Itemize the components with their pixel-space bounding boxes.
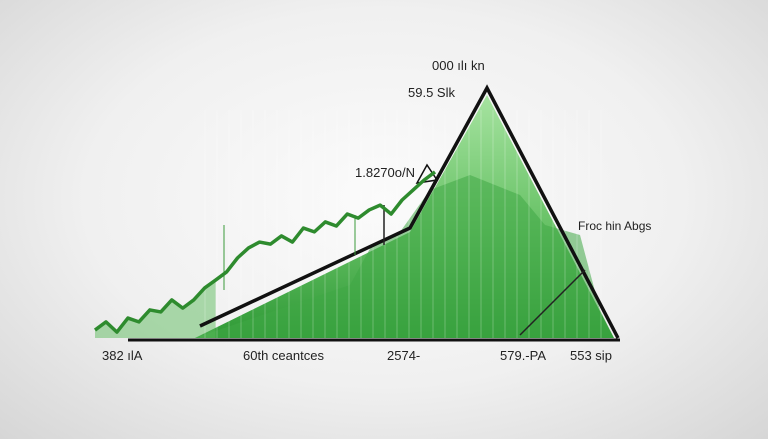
annotation-top: 000 ılı kn [432,58,485,73]
series-line [93,170,437,334]
area-fill-dark [195,175,614,338]
annotation-mid: 1.8270o/N [355,165,415,180]
x-tick-label: 553 sip [570,348,612,363]
x-tick-label: 382 ılA [102,348,143,363]
x-tick-label: 60th ceantces [243,348,324,363]
triangle-outline [199,84,620,339]
right-inner-line [519,269,586,336]
annotation-right: Froc hin Abgs [578,219,652,233]
x-tick-label: 579.-PA [500,348,547,363]
annotation-peak: 59.5 Slk [408,85,455,100]
x-tick-label: 2574- [387,348,421,363]
